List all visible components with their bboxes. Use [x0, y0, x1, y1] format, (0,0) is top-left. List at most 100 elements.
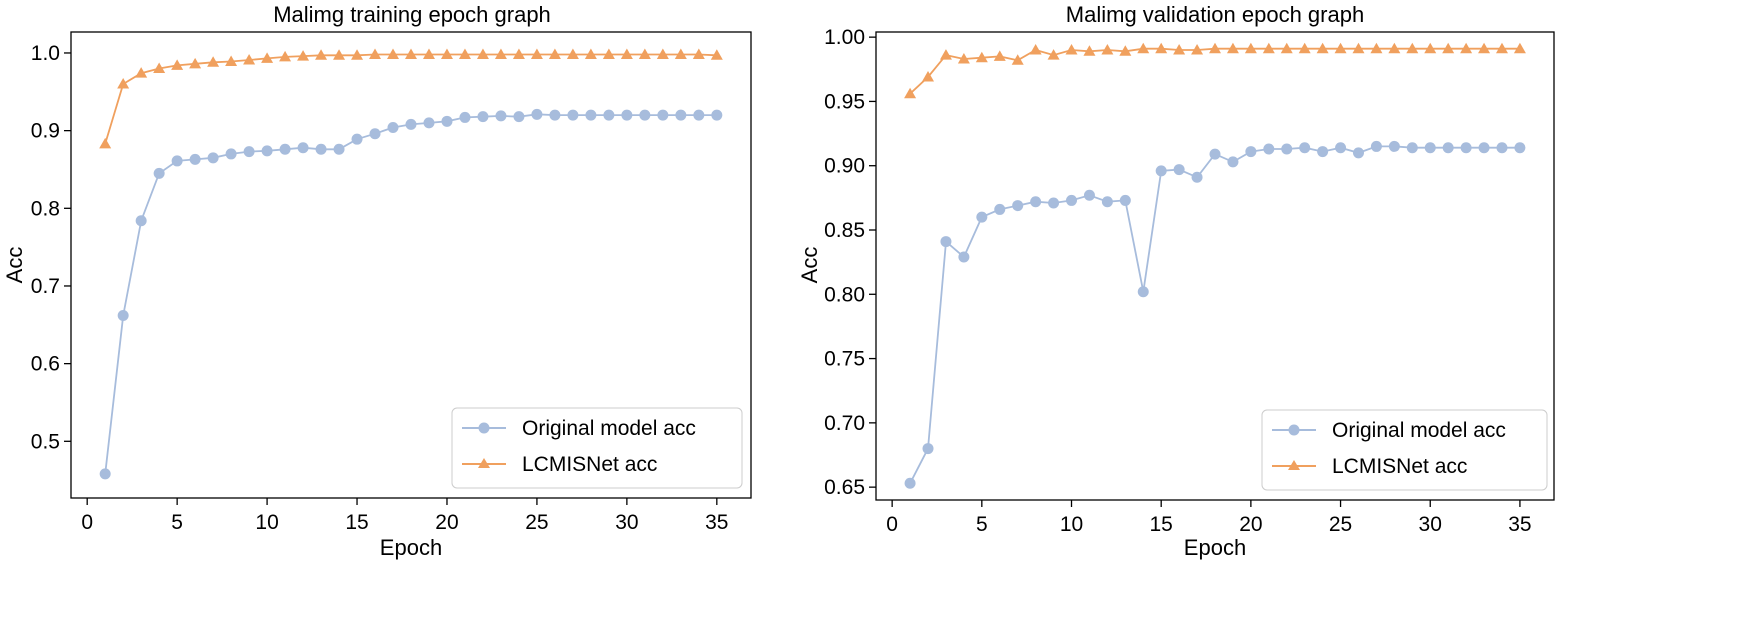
data-point-lcmisnet-acc — [1119, 45, 1132, 56]
x-axis-label: Epoch — [1184, 535, 1246, 560]
data-point-original-model-acc — [495, 110, 507, 122]
data-point-original-model-acc — [1012, 200, 1024, 212]
data-point-original-model-acc — [1335, 142, 1347, 154]
data-point-lcmisnet-acc — [692, 48, 705, 60]
data-point-original-model-acc — [351, 133, 363, 145]
data-point-lcmisnet-acc — [1011, 54, 1024, 65]
data-point-lcmisnet-acc — [975, 51, 988, 63]
data-point-lcmisnet-acc — [1352, 42, 1365, 54]
data-point-original-model-acc — [549, 109, 561, 121]
x-tick-label: 0 — [81, 511, 93, 534]
chart-title: Malimg training epoch graph — [273, 2, 551, 27]
data-point-original-model-acc — [693, 109, 705, 121]
y-tick-label: 0.65 — [824, 476, 865, 499]
data-point-lcmisnet-acc — [171, 59, 184, 70]
data-point-original-model-acc — [261, 145, 273, 157]
data-point-original-model-acc — [297, 142, 309, 154]
data-point-lcmisnet-acc — [207, 56, 220, 67]
x-axis-ticks: 0 5 10 15 20 25 30 35 — [886, 500, 1532, 536]
data-point-original-model-acc — [1066, 194, 1078, 206]
data-point-original-model-acc — [1317, 146, 1329, 158]
data-point-lcmisnet-acc — [1298, 42, 1311, 54]
data-point-lcmisnet-acc — [1424, 42, 1437, 54]
x-axis-ticks: 0 5 10 15 20 25 30 35 — [81, 498, 728, 534]
legend-box — [451, 407, 743, 489]
data-point-lcmisnet-acc — [566, 48, 579, 60]
data-point-lcmisnet-acc — [1155, 42, 1168, 54]
x-tick-label: 10 — [255, 511, 278, 534]
data-point-original-model-acc — [1263, 143, 1275, 155]
legend-label-original: Original model acc — [522, 417, 696, 440]
y-axis-label: Acc — [797, 247, 822, 284]
data-point-lcmisnet-acc — [1065, 44, 1078, 55]
data-point-original-model-acc — [243, 146, 255, 158]
data-point-lcmisnet-acc — [1370, 42, 1383, 54]
y-tick-label: 0.8 — [31, 197, 60, 220]
legend-marker-lcmisnet — [478, 458, 490, 468]
data-point-original-model-acc — [423, 117, 435, 129]
data-point-lcmisnet-acc — [1101, 44, 1114, 55]
y-tick-label: 0.90 — [824, 155, 865, 178]
x-tick-label: 35 — [705, 511, 728, 534]
y-tick-label: 0.5 — [31, 430, 60, 453]
data-point-original-model-acc — [315, 143, 327, 155]
data-point-original-model-acc — [1101, 196, 1113, 208]
data-point-lcmisnet-acc — [530, 48, 543, 60]
data-point-lcmisnet-acc — [1334, 42, 1347, 54]
data-point-original-model-acc — [940, 236, 952, 248]
data-point-lcmisnet-acc — [405, 48, 417, 60]
data-point-original-model-acc — [1370, 140, 1382, 152]
data-point-lcmisnet-acc — [494, 48, 507, 60]
data-point-original-model-acc — [99, 468, 111, 480]
data-point-lcmisnet-acc — [922, 71, 935, 82]
data-point-original-model-acc — [1245, 146, 1257, 158]
y-tick-label: 0.80 — [824, 283, 865, 306]
y-tick-label: 0.75 — [824, 348, 865, 371]
data-point-original-model-acc — [531, 108, 543, 120]
data-point-lcmisnet-acc — [512, 48, 525, 60]
plot-series — [904, 42, 1526, 489]
data-point-original-model-acc — [441, 115, 453, 127]
x-tick-label: 25 — [525, 511, 548, 534]
data-point-original-model-acc — [1227, 156, 1239, 168]
data-point-original-model-acc — [1173, 164, 1185, 176]
legend-marker-original — [1288, 424, 1300, 436]
data-point-lcmisnet-acc — [153, 62, 166, 74]
data-point-original-model-acc — [567, 109, 579, 121]
data-point-original-model-acc — [1406, 142, 1418, 154]
data-point-original-model-acc — [387, 122, 399, 134]
data-point-lcmisnet-acc — [315, 49, 328, 60]
data-point-lcmisnet-acc — [904, 87, 917, 99]
data-point-lcmisnet-acc — [458, 48, 471, 60]
data-point-original-model-acc — [279, 143, 291, 155]
data-point-original-model-acc — [1442, 142, 1454, 154]
chart-validation: Malimg validation epoch graph 0 5 10 15 20 25… — [797, 2, 1555, 560]
data-point-original-model-acc — [207, 152, 219, 164]
data-point-lcmisnet-acc — [638, 48, 651, 60]
y-axis-ticks: 0.5 0.6 0.7 0.8 0.9 1.0 — [31, 42, 71, 453]
data-point-lcmisnet-acc — [674, 48, 687, 60]
data-point-original-model-acc — [117, 309, 129, 321]
data-point-lcmisnet-acc — [1513, 42, 1526, 54]
legend-label-lcmisnet: LCMISNet acc — [1332, 455, 1467, 478]
legend-box — [1261, 409, 1548, 491]
legend-label-original: Original model acc — [1332, 419, 1506, 442]
x-tick-label: 35 — [1508, 513, 1531, 536]
data-point-original-model-acc — [477, 111, 489, 123]
y-tick-label: 0.9 — [31, 120, 60, 143]
data-point-lcmisnet-acc — [333, 49, 346, 60]
data-point-lcmisnet-acc — [422, 48, 435, 60]
data-point-original-model-acc — [225, 148, 237, 160]
data-point-original-model-acc — [171, 155, 183, 167]
x-tick-label: 25 — [1329, 513, 1352, 536]
data-point-lcmisnet-acc — [1244, 42, 1257, 54]
data-point-lcmisnet-acc — [1029, 44, 1042, 55]
plot-series — [99, 48, 723, 480]
data-point-original-model-acc — [1137, 286, 1149, 298]
data-point-lcmisnet-acc — [1083, 45, 1096, 56]
data-point-original-model-acc — [1478, 142, 1490, 154]
y-axis-label: Acc — [2, 247, 27, 284]
data-point-lcmisnet-acc — [1442, 42, 1455, 54]
data-point-original-model-acc — [333, 143, 345, 155]
